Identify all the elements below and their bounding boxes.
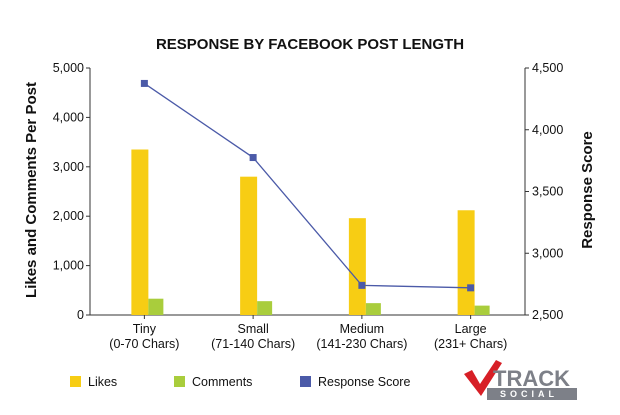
right-tick-label: 3,500 (532, 185, 563, 199)
category-label: Medium (340, 322, 384, 336)
left-tick-label: 3,000 (53, 160, 84, 174)
legend: Likes Comments Response Score (70, 375, 410, 389)
legend-label-response-score: Response Score (318, 375, 410, 389)
left-tick-label: 2,000 (53, 209, 84, 223)
category-sublabel: (231+ Chars) (434, 337, 507, 351)
right-tick-label: 2,500 (532, 308, 563, 322)
category-labels: Tiny(0-70 Chars) Small(71-140 Chars) Mediu… (109, 315, 507, 351)
legend-swatch-response-score (300, 376, 311, 387)
legend-swatch-comments (174, 376, 185, 387)
left-axis-ticks: 0 1,000 2,000 3,000 4,000 5,000 (53, 61, 90, 322)
bar-likes (240, 176, 258, 315)
logo-check-icon (464, 360, 502, 396)
category-label: Small (237, 322, 268, 336)
response-score-point (249, 154, 257, 162)
bar-likes (348, 218, 366, 315)
bar-comments (474, 305, 490, 315)
bar-comments (365, 303, 381, 315)
bar-comments (257, 301, 273, 315)
y-axis-label-left: Likes and Comments Per Post (23, 82, 40, 298)
right-tick-label: 4,000 (532, 123, 563, 137)
track-social-logo: TRACK SOCIAL (464, 360, 577, 400)
chart-title: RESPONSE BY FACEBOOK POST LENGTH (156, 36, 464, 53)
left-tick-label: 1,000 (53, 259, 84, 273)
response-score-point (358, 281, 366, 289)
category-label: Tiny (133, 322, 157, 336)
category-label: Large (455, 322, 487, 336)
right-axis-ticks: 2,500 3,000 3,500 4,000 4,500 (525, 61, 563, 322)
category-sublabel: (71-140 Chars) (211, 337, 295, 351)
legend-swatch-likes (70, 376, 81, 387)
logo-text-track: TRACK (493, 366, 570, 391)
logo-text-social: SOCIAL (500, 389, 558, 399)
left-tick-label: 0 (77, 308, 84, 322)
right-tick-label: 3,000 (532, 246, 563, 260)
right-tick-label: 4,500 (532, 61, 563, 75)
category-sublabel: (141-230 Chars) (316, 337, 407, 351)
left-tick-label: 4,000 (53, 110, 84, 124)
legend-label-likes: Likes (88, 375, 117, 389)
bar-likes (131, 149, 149, 315)
response-score-polyline (144, 82, 471, 289)
bar-likes (457, 210, 475, 315)
bar-comments (148, 298, 164, 315)
y-axis-label-right: Response Score (579, 131, 596, 249)
bars (131, 149, 490, 315)
response-score-line (140, 79, 475, 292)
response-score-point (467, 284, 475, 292)
left-tick-label: 5,000 (53, 61, 84, 75)
logo-bar (487, 388, 577, 400)
legend-label-comments: Comments (192, 375, 252, 389)
response-score-point (140, 79, 148, 87)
category-sublabel: (0-70 Chars) (109, 337, 179, 351)
